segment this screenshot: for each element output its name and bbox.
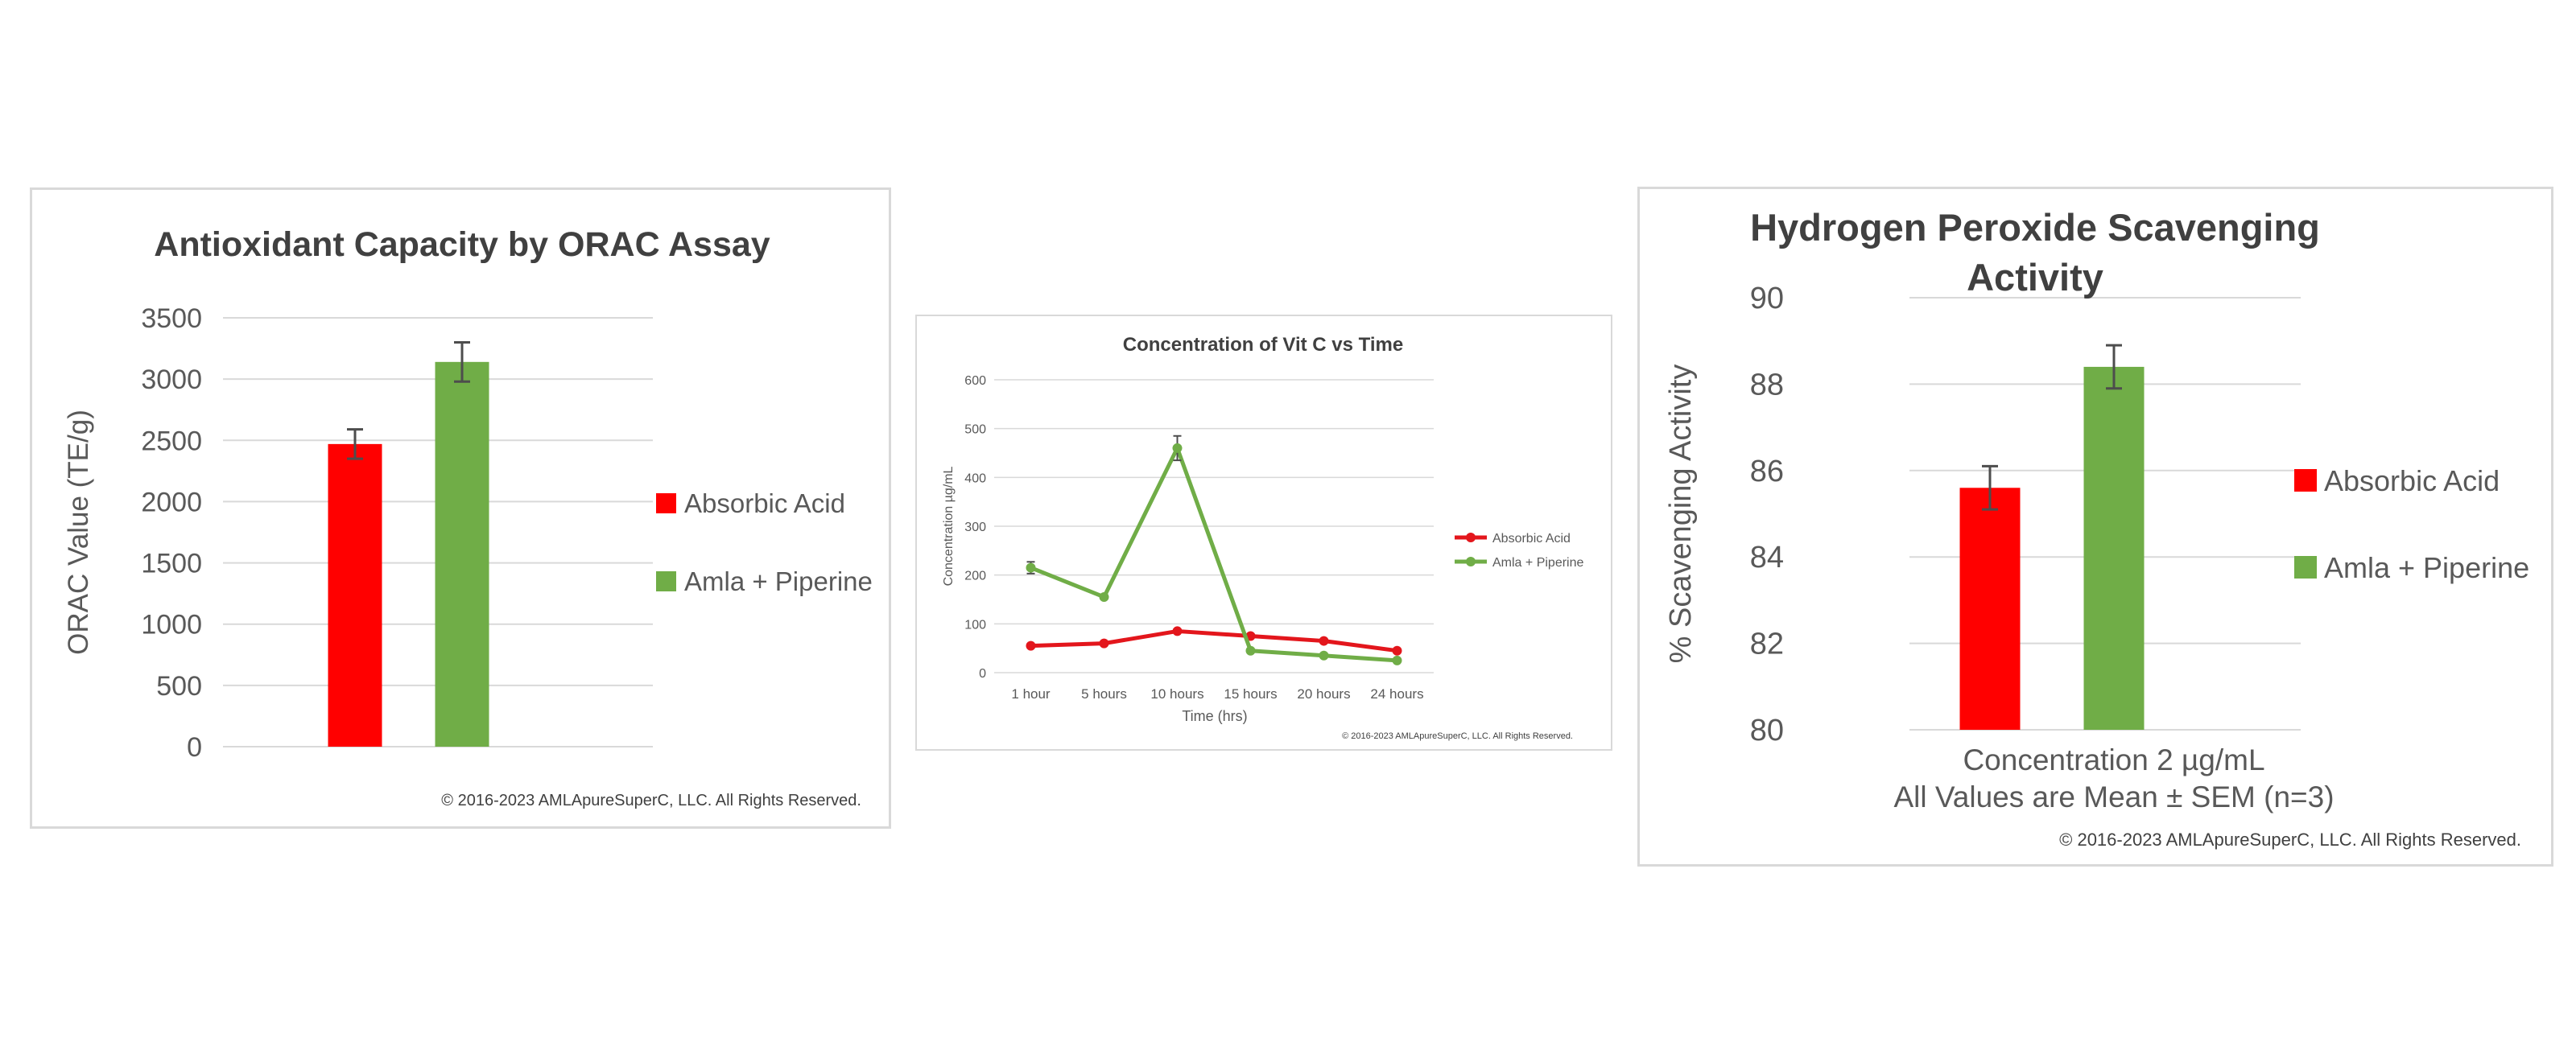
legend-label: Amla + Piperine: [2324, 551, 2529, 584]
data-point-absorbic-acid: [1392, 645, 1402, 656]
bar-absorbic-acid: [1959, 488, 2021, 730]
legend-label: Absorbic Acid: [1492, 532, 1571, 546]
x-tick-label: 10 hours: [1150, 686, 1203, 702]
y-tick-label: 88: [1750, 368, 1784, 402]
bar-amla-piperine: [2083, 366, 2145, 730]
x-axis-label-line: Concentration 2 µg/mL: [1963, 743, 2264, 776]
y-tick-label: 500: [964, 423, 986, 437]
legend-swatch: [656, 493, 676, 513]
chart-title-line: Activity: [1967, 256, 2103, 299]
h2o2-chart-panel: 80 82 84 86 88 90 Hydrogen Peroxide Scavenging…: [1637, 187, 2553, 867]
legend-swatch: [656, 571, 676, 591]
data-point-amla-piperine: [1026, 562, 1036, 573]
y-tick-label: 100: [964, 618, 986, 632]
series-line-amla-piperine: [1030, 446, 1397, 663]
bar-amla-piperine: [435, 361, 489, 747]
y-tick-label: 2500: [141, 426, 202, 456]
bar-absorbic-acid: [328, 443, 382, 747]
y-tick-label: 200: [964, 570, 986, 583]
data-point-absorbic-acid: [1319, 636, 1329, 646]
legend-label: Amla + Piperine: [1492, 556, 1583, 570]
x-tick-label: 5 hours: [1081, 686, 1127, 702]
y-tick-label: 80: [1750, 714, 1784, 747]
y-tick-label: 3000: [141, 364, 202, 395]
orac-chart-panel: 0 500 1000 1500 2000 2500 3000 3500 Antioxidant …: [30, 187, 891, 829]
y-tick-label: 90: [1750, 282, 1784, 315]
y-tick-label: 0: [187, 732, 202, 763]
data-point-amla-piperine: [1319, 650, 1329, 661]
y-tick-label: 3500: [141, 303, 202, 334]
chart-title-line: Hydrogen Peroxide Scavenging: [1750, 206, 2320, 249]
legend-marker: [1466, 557, 1476, 566]
y-axis-label: % Scavenging Activity: [1664, 364, 1698, 664]
y-tick-label: 600: [964, 374, 986, 388]
y-tick-label: 84: [1750, 541, 1784, 574]
data-point-absorbic-acid: [1172, 626, 1183, 636]
vitc-chart: 0 100 200 300 400 500 600 1 hour 5 hours 10 hours…: [942, 334, 1583, 741]
y-tick-label: 0: [979, 667, 986, 681]
chart-title: Concentration of Vit C vs Time: [1123, 334, 1404, 356]
x-tick-label: 1 hour: [1011, 686, 1051, 702]
y-tick-label: 500: [156, 671, 202, 702]
y-axis-label: Concentration µg/mL: [942, 466, 956, 586]
data-point-amla-piperine: [1392, 655, 1402, 665]
series-line-absorbic-acid: [1030, 628, 1397, 653]
legend-label: Absorbic Acid: [2324, 464, 2500, 497]
legend-swatch: [2294, 556, 2317, 579]
data-point-amla-piperine: [1245, 645, 1256, 656]
x-tick-label: 15 hours: [1224, 686, 1277, 702]
y-tick-label: 2000: [141, 487, 202, 517]
y-tick-label: 86: [1750, 455, 1784, 488]
x-tick-label: 20 hours: [1297, 686, 1350, 702]
x-axis-label-line: All Values are Mean ± SEM (n=3): [1893, 780, 2334, 813]
y-tick-label: 300: [964, 521, 986, 534]
vitc-chart-panel: 0 100 200 300 400 500 600 1 hour 5 hours 10 hours…: [915, 315, 1612, 751]
legend-marker: [1466, 533, 1476, 542]
h2o2-chart: 80 82 84 86 88 90 Hydrogen Peroxide Scavenging…: [1664, 206, 2529, 850]
data-point-amla-piperine: [1099, 591, 1109, 602]
copyright-text: © 2016-2023 AMLApureSuperC, LLC. All Rig…: [441, 792, 861, 809]
data-point-amla-piperine: [1172, 443, 1183, 453]
copyright-text: © 2016-2023 AMLApureSuperC, LLC. All Rig…: [2059, 830, 2521, 850]
data-point-absorbic-acid: [1099, 638, 1109, 649]
chart-title: Antioxidant Capacity by ORAC Assay: [154, 225, 770, 264]
copyright-text: © 2016-2023 AMLApureSuperC, LLC. All Rig…: [1342, 731, 1573, 741]
data-point-absorbic-acid: [1026, 640, 1036, 651]
x-axis-label: Time (hrs): [1182, 708, 1247, 724]
y-tick-label: 1500: [141, 549, 202, 579]
y-axis-label: ORAC Value (TE/g): [63, 410, 94, 655]
orac-chart: 0 500 1000 1500 2000 2500 3000 3500 Antioxidant …: [63, 225, 873, 809]
legend-swatch: [2294, 469, 2317, 492]
y-tick-label: 400: [964, 472, 986, 485]
legend-label: Amla + Piperine: [684, 566, 873, 596]
x-tick-label: 24 hours: [1370, 686, 1423, 702]
y-tick-label: 1000: [141, 610, 202, 640]
legend-label: Absorbic Acid: [684, 488, 845, 518]
y-tick-label: 82: [1750, 628, 1784, 661]
